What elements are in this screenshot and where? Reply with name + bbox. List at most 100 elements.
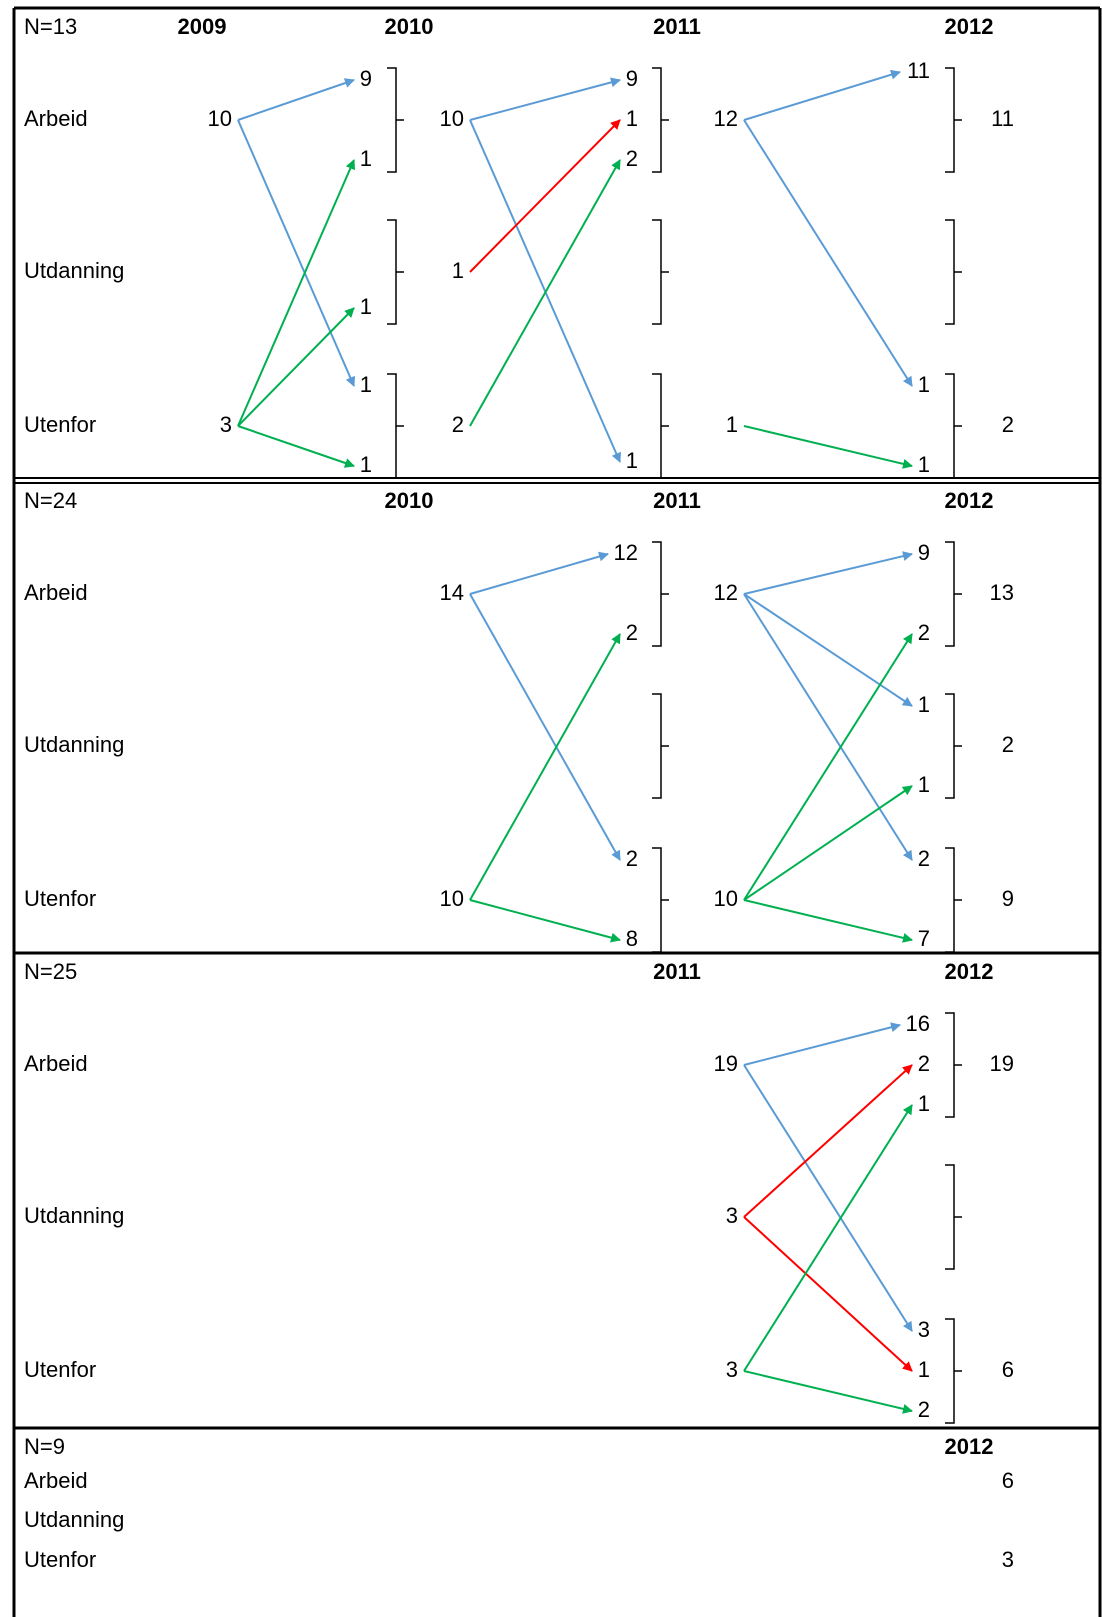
count-value: 6 — [1002, 1357, 1014, 1382]
flow-arrow-arbeid — [237, 119, 355, 387]
row-label-arbeid: Arbeid — [24, 1051, 88, 1076]
panel-n-label: N=13 — [24, 14, 77, 39]
count-value: 10 — [208, 106, 232, 131]
flow-arrow-arbeid — [743, 69, 901, 121]
count-value: 19 — [990, 1051, 1014, 1076]
transition-count: 11 — [907, 58, 930, 83]
count-value: 10 — [440, 886, 464, 911]
row-label-utdanning: Utdanning — [24, 732, 124, 757]
flow-arrow-utdanning — [469, 119, 621, 273]
row-label-arbeid: Arbeid — [24, 106, 88, 131]
flow-arrow-utenfor — [743, 899, 913, 943]
panel-n-label: N=24 — [24, 488, 77, 513]
group-bracket — [387, 219, 404, 325]
count-value: 1 — [726, 412, 738, 437]
flow-arrow-arbeid — [743, 551, 913, 595]
transition-count: 1 — [918, 372, 930, 397]
group-bracket — [945, 373, 962, 479]
transition-count: 1 — [360, 146, 372, 171]
transition-count: 1 — [918, 772, 930, 797]
row-label-utdanning: Utdanning — [24, 258, 124, 283]
count-value: 3 — [726, 1357, 738, 1382]
count-value: 3 — [726, 1203, 738, 1228]
row-label-arbeid: Arbeid — [24, 580, 88, 605]
count-value: 9 — [1002, 886, 1014, 911]
group-bracket — [945, 1164, 962, 1270]
year-header: 2012 — [945, 959, 994, 984]
row-label-utenfor: Utenfor — [24, 1357, 96, 1382]
group-bracket — [652, 847, 669, 953]
transition-count: 1 — [918, 692, 930, 717]
group-bracket — [945, 67, 962, 173]
transition-count: 1 — [360, 372, 372, 397]
group-bracket — [945, 847, 962, 953]
flow-arrow-utenfor — [237, 425, 355, 468]
flow-arrow-utenfor — [469, 633, 621, 901]
flow-arrow-arbeid — [743, 593, 913, 707]
row-label-utenfor: Utenfor — [24, 886, 96, 911]
count-value: 1 — [452, 258, 464, 283]
row-label-utenfor: Utenfor — [24, 412, 96, 437]
year-header: 2012 — [945, 1434, 994, 1459]
count-value: 11 — [991, 106, 1014, 131]
transition-count: 7 — [918, 926, 930, 951]
transition-count: 2 — [626, 146, 638, 171]
flow-arrow-arbeid — [743, 1022, 901, 1066]
transition-count: 2 — [918, 620, 930, 645]
count-value: 12 — [714, 106, 738, 131]
count-value: 2 — [1002, 412, 1014, 437]
year-header: 2011 — [653, 14, 701, 39]
year-header: 2012 — [945, 14, 994, 39]
transition-count: 1 — [918, 452, 930, 477]
group-bracket — [945, 219, 962, 325]
flow-arrow-arbeid — [469, 593, 621, 861]
transition-count: 9 — [918, 540, 930, 565]
flow-arrow-arbeid — [743, 1064, 913, 1332]
flow-arrow-utenfor — [743, 633, 913, 901]
flow-arrow-arbeid — [469, 77, 621, 121]
group-bracket — [652, 373, 669, 479]
panel-n-13: N=13 2009 2010 2011 2012 Arbeid Utdanning Utenf… — [24, 14, 1014, 479]
row-label-utdanning: Utdanning — [24, 1203, 124, 1228]
transition-count: 9 — [626, 66, 638, 91]
transition-count: 2 — [626, 846, 638, 871]
count-value: 3 — [1002, 1547, 1014, 1572]
year-header: 2012 — [945, 488, 994, 513]
year-header: 2011 — [653, 959, 701, 984]
group-bracket — [652, 219, 669, 325]
flow-arrow-utdanning — [743, 1216, 913, 1372]
flow-arrow-utenfor — [469, 159, 621, 427]
transition-count: 8 — [626, 926, 638, 951]
flow-arrow-utenfor — [743, 425, 913, 469]
flow-arrow-utenfor — [743, 1370, 913, 1414]
year-header: 2011 — [653, 488, 701, 513]
flow-arrow-utenfor — [237, 159, 355, 427]
count-value: 12 — [714, 580, 738, 605]
count-value: 10 — [714, 886, 738, 911]
panel-n-label: N=9 — [24, 1434, 65, 1459]
count-value: 2 — [452, 412, 464, 437]
transition-count: 9 — [360, 66, 372, 91]
panel-n-24: N=24 2010 2011 2012 Arbeid Utdanning Utenfor 14… — [24, 488, 1014, 953]
group-bracket — [945, 541, 962, 647]
count-value: 3 — [220, 412, 232, 437]
transition-count: 1 — [918, 1357, 930, 1382]
group-bracket — [387, 373, 404, 479]
flow-arrow-utenfor — [743, 1104, 913, 1372]
flow-arrow-arbeid — [743, 593, 913, 861]
count-value: 2 — [1002, 732, 1014, 757]
count-value: 19 — [714, 1051, 738, 1076]
year-header: 2009 — [178, 14, 227, 39]
flow-arrow-arbeid — [237, 78, 355, 121]
flow-arrow-utenfor — [469, 899, 621, 943]
transition-count: 1 — [360, 452, 372, 477]
row-label-utdanning: Utdanning — [24, 1507, 124, 1532]
transition-count: 2 — [918, 846, 930, 871]
flow-arrow-utdanning — [743, 1064, 913, 1218]
transition-count: 1 — [360, 294, 372, 319]
group-bracket — [945, 1012, 962, 1118]
panel-n-label: N=25 — [24, 959, 77, 984]
row-label-arbeid: Arbeid — [24, 1468, 88, 1493]
transition-count: 2 — [626, 620, 638, 645]
